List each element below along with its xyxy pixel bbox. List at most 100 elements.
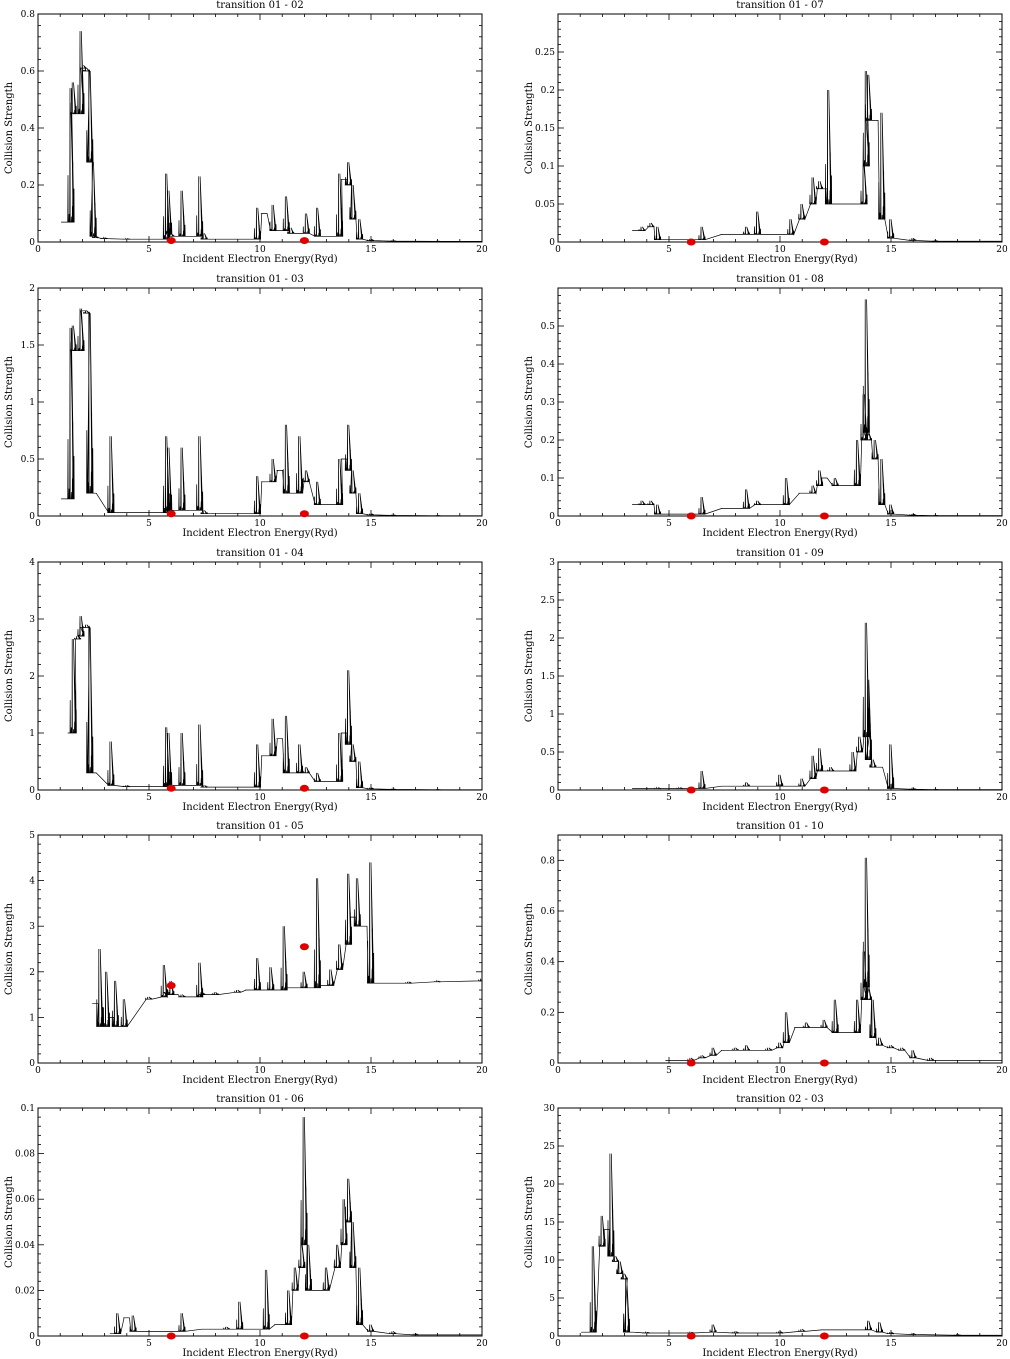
chart-8-ytick-label: 0.8 — [541, 856, 556, 866]
chart-2-xtick-label: 10 — [774, 245, 786, 255]
chart-9-xtick-label: 15 — [365, 1339, 377, 1349]
chart-3-xtick-label: 10 — [254, 519, 266, 529]
chart-3-series-line — [61, 308, 482, 516]
chart-10-xtick-label: 0 — [555, 1339, 561, 1349]
chart-6-ytick-label: 2 — [549, 634, 555, 644]
chart-2-ytick-label: 0 — [549, 238, 555, 248]
chart-3-ylabel: Collision Strength — [4, 355, 15, 448]
chart-6-ytick-label: 1.5 — [541, 672, 556, 682]
chart-6-ytick-label: 2.5 — [541, 596, 556, 606]
chart-10-ytick-label: 30 — [544, 1104, 556, 1114]
chart-7-xtick-label: 20 — [476, 1066, 488, 1076]
chart-1-xtick-label: 20 — [476, 245, 488, 255]
chart-6-series-line — [632, 622, 1002, 790]
chart-3-ytick-label: 0.5 — [21, 455, 36, 465]
chart-8-ytick-label: 0 — [549, 1059, 555, 1069]
chart-10-xtick-label: 5 — [666, 1339, 672, 1349]
chart-2-panel: transition 01 - 07 0 5 10 15 20 0 0.05 0.1 0.15 0.… — [524, 0, 1008, 265]
chart-1-ytick-label: 0.4 — [21, 124, 36, 134]
chart-10-xlabel: Incident Electron Energy(Ryd) — [702, 1348, 857, 1359]
chart-1-ytick-label: 0.6 — [21, 67, 36, 77]
chart-5-ytick-label: 3 — [29, 615, 35, 625]
chart-2-xtick-label: 20 — [996, 245, 1008, 255]
chart-6-xtick-label: 10 — [774, 793, 786, 803]
chart-1-point — [299, 237, 309, 245]
chart-8-ylabel: Collision Strength — [524, 902, 535, 995]
chart-10-panel: transition 02 - 03 0 5 10 15 20 0 5 10 15 20 25 30 In… — [524, 1094, 1008, 1359]
chart-5-ytick-label: 1 — [29, 729, 35, 739]
chart-1-title: transition 01 - 02 — [216, 0, 304, 11]
chart-4-xtick-label: 5 — [666, 519, 672, 529]
chart-2-xtick-label: 0 — [555, 245, 561, 255]
chart-7-xtick-label: 15 — [365, 1066, 377, 1076]
chart-3-panel: transition 01 - 03 0 5 10 15 20 0 0.5 1 1.5 2 Incid… — [4, 274, 488, 539]
chart-5-point — [166, 784, 176, 792]
chart-10-title: transition 02 - 03 — [736, 1094, 824, 1105]
chart-9-xtick-label: 0 — [35, 1339, 41, 1349]
chart-3-ytick-label: 0 — [29, 512, 35, 522]
chart-6-xtick-label: 15 — [885, 793, 897, 803]
chart-9-frame — [37, 1107, 483, 1337]
chart-6-xtick-label: 0 — [555, 793, 561, 803]
chart-10-point — [686, 1332, 696, 1340]
chart-6-ytick-label: 1 — [549, 710, 555, 720]
chart-4-ylabel: Collision Strength — [524, 355, 535, 448]
chart-1-xtick-label: 10 — [254, 245, 266, 255]
chart-7-ytick-label: 3 — [29, 922, 35, 932]
chart-3-ytick-label: 1 — [29, 398, 35, 408]
chart-8-point — [819, 1059, 829, 1067]
chart-2-ytick-label: 0.25 — [535, 48, 555, 58]
chart-7-title: transition 01 - 05 — [216, 821, 304, 832]
chart-10-xtick-label: 10 — [774, 1339, 786, 1349]
chart-8-xtick-label: 0 — [555, 1066, 561, 1076]
chart-9-series-line — [109, 1117, 482, 1336]
chart-7-point — [166, 981, 176, 989]
chart-9-xtick-label: 10 — [254, 1339, 266, 1349]
chart-6-ytick-label: 0.5 — [541, 748, 556, 758]
chart-3-frame — [37, 287, 483, 517]
chart-2-xtick-label: 15 — [885, 245, 897, 255]
chart-10-ytick-label: 20 — [544, 1180, 556, 1190]
chart-10-xtick-label: 15 — [885, 1339, 897, 1349]
chart-5-ytick-label: 0 — [29, 786, 35, 796]
chart-1-xtick-label: 5 — [146, 245, 152, 255]
chart-8-xtick-label: 10 — [774, 1066, 786, 1076]
chart-1-xlabel: Incident Electron Energy(Ryd) — [182, 254, 337, 265]
chart-1-xtick-label: 0 — [35, 245, 41, 255]
chart-4-ytick-label: 0.4 — [541, 360, 556, 370]
chart-5-ytick-label: 4 — [29, 558, 35, 568]
chart-6-point — [686, 786, 696, 794]
chart-4-point — [819, 512, 829, 520]
chart-9-ytick-label: 0.06 — [15, 1195, 35, 1205]
chart-5-frame — [37, 561, 483, 791]
chart-7-xtick-label: 10 — [254, 1066, 266, 1076]
chart-4-xlabel: Incident Electron Energy(Ryd) — [702, 528, 857, 539]
chart-7-panel: transition 01 - 05 0 5 10 15 20 0 1 2 3 4 5 Incident… — [4, 821, 488, 1086]
chart-9-ytick-label: 0.1 — [21, 1104, 35, 1114]
chart-7-ytick-label: 0 — [29, 1059, 35, 1069]
chart-1-ytick-label: 0.2 — [21, 181, 35, 191]
chart-8-point — [686, 1059, 696, 1067]
chart-7-xtick-label: 5 — [146, 1066, 152, 1076]
chart-10-ytick-label: 0 — [549, 1332, 555, 1342]
chart-4-frame — [557, 287, 1003, 517]
chart-3-point — [299, 510, 309, 518]
chart-9-xtick-label: 20 — [476, 1339, 488, 1349]
chart-2-ytick-label: 0.05 — [535, 200, 555, 210]
chart-7-ytick-label: 5 — [29, 831, 35, 841]
chart-7-ylabel: Collision Strength — [4, 902, 15, 995]
chart-2-title: transition 01 - 07 — [736, 0, 824, 11]
chart-1-ytick-label: 0.8 — [21, 10, 36, 20]
chart-1-ylabel: Collision Strength — [4, 81, 15, 174]
chart-10-ytick-label: 5 — [549, 1294, 555, 1304]
chart-10-series-line — [581, 1153, 1002, 1336]
chart-1-point — [166, 237, 176, 245]
chart-6-xtick-label: 20 — [996, 793, 1008, 803]
chart-6-xtick-label: 5 — [666, 793, 672, 803]
chart-4-panel: transition 01 - 08 0 5 10 15 20 0 0.1 0.2 0.3 0.4 0… — [524, 274, 1008, 539]
chart-2-xlabel: Incident Electron Energy(Ryd) — [702, 254, 857, 265]
chart-7-ytick-label: 4 — [29, 877, 35, 887]
chart-8-ytick-label: 0.2 — [541, 1008, 555, 1018]
chart-8-frame — [557, 834, 1003, 1064]
chart-5-ytick-label: 2 — [29, 672, 35, 682]
